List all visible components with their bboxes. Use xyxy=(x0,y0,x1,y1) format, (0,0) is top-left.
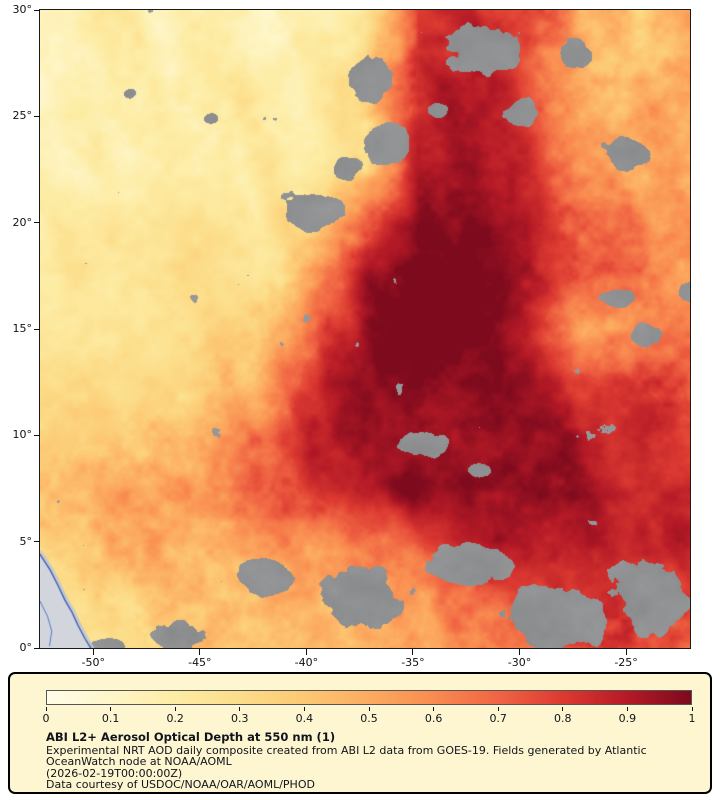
y-axis-tick xyxy=(34,9,40,11)
colorbar-tick-label: 0.8 xyxy=(554,712,572,725)
x-axis-tick xyxy=(519,649,520,655)
colorbar-tick xyxy=(303,707,305,711)
x-axis-label: -50° xyxy=(81,656,105,669)
legend-credit: Data courtesy of USDOC/NOAA/OAR/AOML/PHO… xyxy=(46,778,315,791)
colorbar-tick-label: 0.7 xyxy=(489,712,507,725)
x-axis-label: -40° xyxy=(294,656,319,669)
colorbar-tick-label: 0.6 xyxy=(424,712,443,725)
colorbar-tick xyxy=(110,707,112,711)
y-axis-tick xyxy=(34,222,40,224)
x-axis-tick xyxy=(412,649,414,655)
map-area: 30° 25° 20° 15° 10° 5° 0° -50° -45° -40° -35° -30° -… xyxy=(12,3,691,669)
colorbar-tick xyxy=(433,707,435,711)
colorbar-tick xyxy=(562,707,564,711)
y-axis-label: 20° xyxy=(12,215,33,229)
y-axis-tick xyxy=(34,647,40,649)
colorbar-ticks: 0 0.1 0.2 0.3 0.4 0.5 0.6 0.7 0.8 0.9 1 xyxy=(42,707,696,727)
colorbar-tick xyxy=(368,707,370,711)
colorbar-tick xyxy=(691,707,693,711)
colorbar-tick xyxy=(174,707,176,711)
x-axis-label: -35° xyxy=(401,656,425,669)
colorbar-tick-label: 0.3 xyxy=(231,712,249,725)
x-axis-label: -30° xyxy=(507,656,532,669)
colorbar-tick-label: 0.1 xyxy=(101,712,120,725)
colorbar-tick xyxy=(45,707,47,711)
legend-panel: 0 0.1 0.2 0.3 0.4 0.5 0.6 0.7 0.8 0.9 1 ABI L2+ Ae… xyxy=(8,672,712,794)
legend-description-line2: OceanWatch node at NOAA/AOML xyxy=(46,755,232,768)
x-axis-tick xyxy=(199,649,201,655)
x-axis-tick xyxy=(305,649,307,655)
y-axis-tick xyxy=(34,115,40,117)
colorbar-tick-label: 1 xyxy=(688,712,696,725)
y-axis-label: 30° xyxy=(12,3,33,16)
colorbar-tick-label: 0 xyxy=(42,712,50,725)
map-canvas xyxy=(39,9,691,649)
colorbar-tick xyxy=(626,707,628,711)
colorbar-tick-label: 0.2 xyxy=(166,712,184,725)
x-axis-label: -25° xyxy=(614,656,638,669)
colorbar-tick-label: 0.4 xyxy=(295,712,314,725)
colorbar-tick-label: 0.5 xyxy=(360,712,378,725)
colorbar-gradient xyxy=(46,690,692,705)
colorbar-tick xyxy=(239,707,241,711)
y-axis-tick xyxy=(34,434,40,436)
x-axis-label: -45° xyxy=(188,656,212,669)
y-axis-label: 5° xyxy=(19,534,33,548)
y-axis-label: 25° xyxy=(12,109,33,123)
y-axis-label: 15° xyxy=(12,322,33,335)
colorbar-tick xyxy=(497,707,499,711)
legend-description-line1: Experimental NRT AOD daily composite cre… xyxy=(46,743,647,757)
legend-title: ABI L2+ Aerosol Optical Depth at 550 nm … xyxy=(46,730,336,744)
y-axis-tick xyxy=(34,541,40,543)
x-axis-tick xyxy=(92,649,94,655)
colorbar-tick-label: 0.9 xyxy=(618,712,637,725)
y-axis-tick xyxy=(34,328,40,330)
x-axis-tick xyxy=(625,649,627,655)
legend-text-block: ABI L2+ Aerosol Optical Depth at 550 nm … xyxy=(46,730,647,791)
y-axis-label: 10° xyxy=(12,428,33,442)
y-axis-label: 0° xyxy=(19,641,33,654)
legend-timestamp: (2026-02-19T00:00:00Z) xyxy=(46,766,183,780)
